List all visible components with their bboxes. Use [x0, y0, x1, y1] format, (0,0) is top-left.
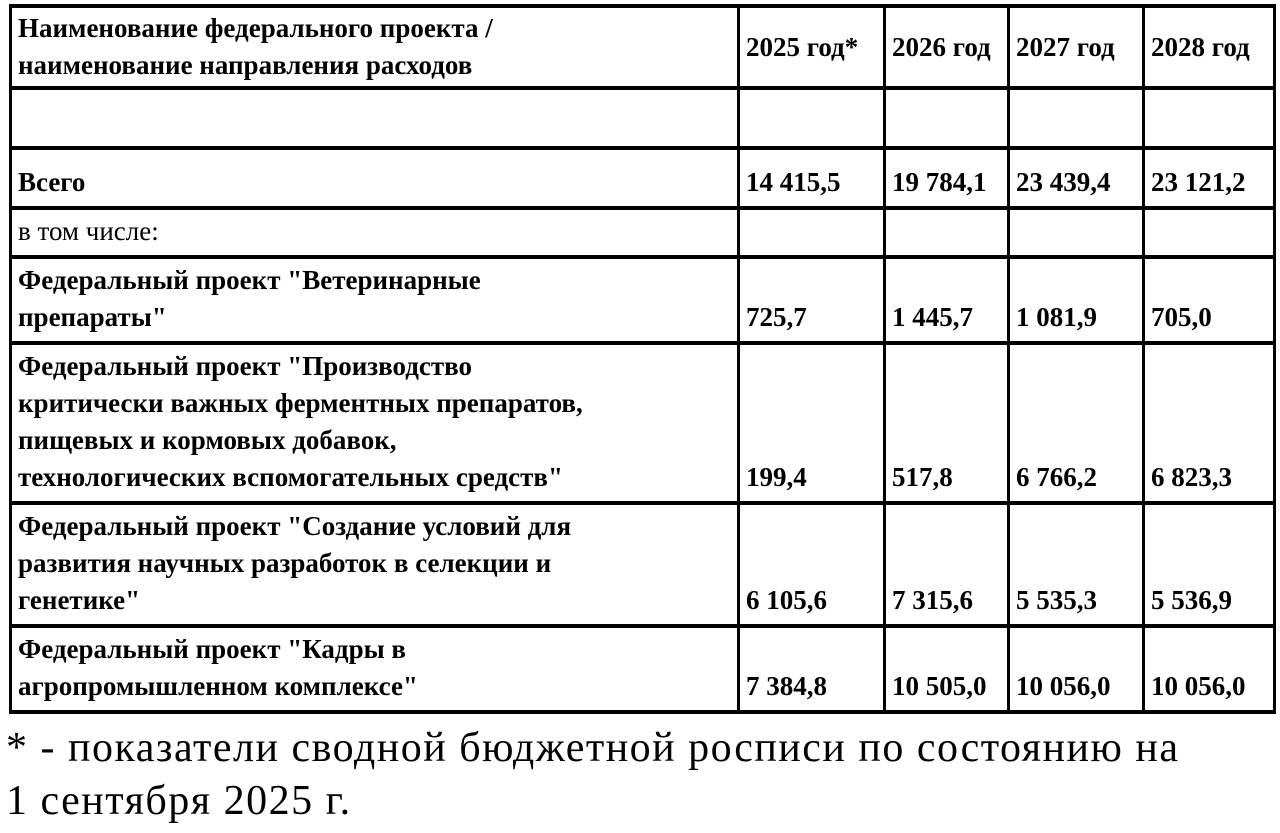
value-cell: [737, 86, 886, 150]
value-cell: 23 439,4: [1007, 146, 1145, 210]
value-cell: 6 105,6: [737, 501, 886, 628]
table-row-project-science: Федеральный проект "Создание условий для…: [9, 501, 1276, 628]
value-cell: 725,7: [737, 255, 886, 345]
value-cell: 6 823,3: [1142, 341, 1276, 505]
value-cell: 7 384,8: [737, 624, 886, 714]
value-cell: 517,8: [883, 341, 1010, 505]
table-row-project-production: Федеральный проект "Производство критиче…: [9, 341, 1276, 505]
table-row-total: Всего 14 415,5 19 784,1 23 439,4 23 121,…: [9, 146, 1276, 210]
value-cell: 10 056,0: [1142, 624, 1276, 714]
value-cell: 23 121,2: [1142, 146, 1276, 210]
value-cell: 199,4: [737, 341, 886, 505]
value-cell: [1007, 206, 1145, 259]
footnote: * - показатели сводной бюджетной росписи…: [6, 722, 1280, 828]
project-name-cell: Федеральный проект "Производство критиче…: [9, 341, 740, 505]
table-row-project-veterinary: Федеральный проект "Ветеринарные препара…: [9, 255, 1276, 345]
total-label-cell: Всего: [9, 146, 740, 210]
header-year-2025-cell: 2025 год*: [737, 4, 886, 90]
header-year-2027-cell: 2027 год: [1007, 4, 1145, 90]
table-row-project-personnel: Федеральный проект "Кадры в агропромышле…: [9, 624, 1276, 714]
header-row: Наименование федерального проекта / наим…: [9, 4, 1276, 90]
value-cell: [737, 206, 886, 259]
table-row-empty: [9, 86, 1276, 150]
value-cell: 10 056,0: [1007, 624, 1145, 714]
value-cell: [1007, 86, 1145, 150]
value-cell: 1 445,7: [883, 255, 1010, 345]
value-cell: [883, 86, 1010, 150]
header-name-cell: Наименование федерального проекта / наим…: [9, 4, 740, 90]
value-cell: 10 505,0: [883, 624, 1010, 714]
value-cell: 1 081,9: [1007, 255, 1145, 345]
table-row-including: в том числе:: [9, 206, 1276, 259]
footnote-line-2: 1 сентября 2025 г.: [6, 778, 352, 824]
including-label-cell: в том числе:: [9, 206, 740, 259]
project-name-cell: Федеральный проект "Ветеринарные препара…: [9, 255, 740, 345]
value-cell: [883, 206, 1010, 259]
budget-table: Наименование федерального проекта / наим…: [9, 4, 1276, 714]
header-year-2026-cell: 2026 год: [883, 4, 1010, 90]
empty-name-cell: [9, 86, 740, 150]
value-cell: [1142, 206, 1276, 259]
project-name-cell: Федеральный проект "Кадры в агропромышле…: [9, 624, 740, 714]
header-year-2028-cell: 2028 год: [1142, 4, 1276, 90]
value-cell: 7 315,6: [883, 501, 1010, 628]
value-cell: 6 766,2: [1007, 341, 1145, 505]
project-name-cell: Федеральный проект "Создание условий для…: [9, 501, 740, 628]
value-cell: [1142, 86, 1276, 150]
value-cell: 19 784,1: [883, 146, 1010, 210]
value-cell: 5 536,9: [1142, 501, 1276, 628]
footnote-line-1: * - показатели сводной бюджетной росписи…: [6, 725, 1180, 771]
value-cell: 5 535,3: [1007, 501, 1145, 628]
value-cell: 705,0: [1142, 255, 1276, 345]
value-cell: 14 415,5: [737, 146, 886, 210]
